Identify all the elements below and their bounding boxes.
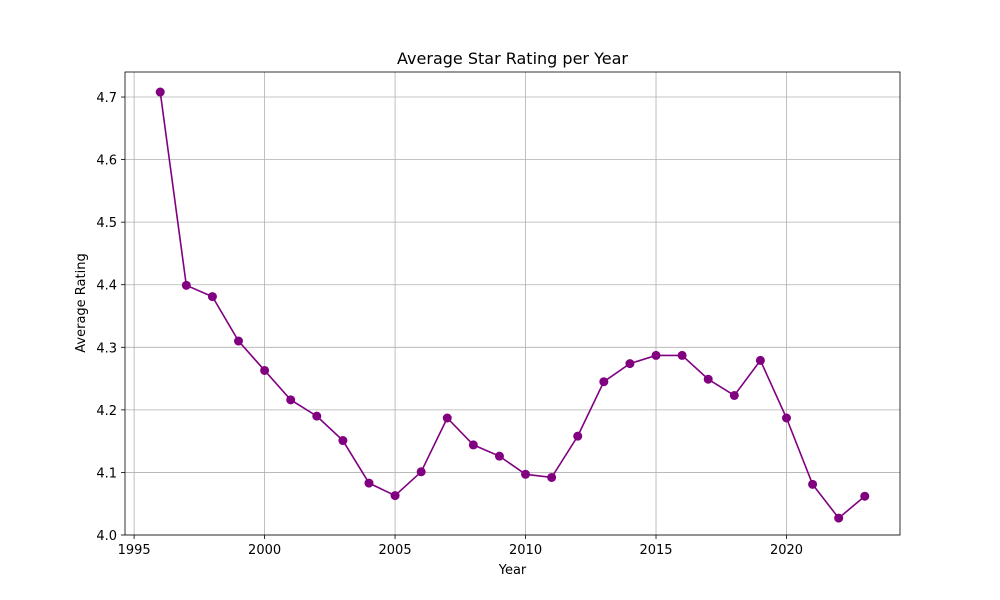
grid-layer [125,72,900,536]
data-point [442,413,452,423]
series-layer [155,87,870,523]
y-tick-label: 4.1 [96,466,117,481]
x-tick-label: 2015 [639,543,672,558]
plot-frame [124,71,901,536]
y-tick-label: 4.6 [96,154,117,169]
data-point [494,451,504,461]
x-tick-label: 1995 [118,543,151,558]
data-point [155,87,165,97]
series-line [159,91,866,520]
data-point [416,467,426,477]
y-axis-title: Average Rating [74,253,89,352]
y-tick-label: 4.5 [96,216,117,231]
data-point [364,478,374,488]
x-tick-label: 2010 [509,543,542,558]
data-point [703,374,713,384]
x-axis-title: Year [498,563,527,578]
data-point [625,359,635,369]
data-point [468,440,478,450]
data-point [834,513,844,523]
x-tick-label: 2005 [379,543,412,558]
axes-layer [124,71,901,536]
data-point [651,350,661,360]
data-point [860,491,870,501]
data-point [234,336,244,346]
x-tick-label: 2000 [248,543,281,558]
y-tick-label: 4.2 [96,404,117,419]
data-point [521,469,531,479]
data-point [781,413,791,423]
data-point [312,411,322,421]
data-point [181,280,191,290]
data-point [338,436,348,446]
y-tick-label: 4.3 [96,341,117,356]
x-tick-label: 2020 [770,543,803,558]
data-point [755,355,765,365]
data-point [547,472,557,482]
data-point [599,377,609,387]
data-point [729,390,739,400]
y-tick-label: 4.4 [96,279,117,294]
data-point [207,292,217,302]
data-point [390,491,400,501]
y-tick-label: 4.7 [96,91,117,106]
data-point [677,350,687,360]
tick-layer: 1995 2000 2005 2010 2015 2020 4.0 4.1 4.2 4.3 4.4 4… [96,91,803,558]
data-point [573,431,583,441]
chart-title: Average Star Rating per Year [397,49,628,68]
y-tick-label: 4.0 [96,529,117,544]
data-point [260,365,270,375]
data-point [286,395,296,405]
data-point [808,479,818,489]
